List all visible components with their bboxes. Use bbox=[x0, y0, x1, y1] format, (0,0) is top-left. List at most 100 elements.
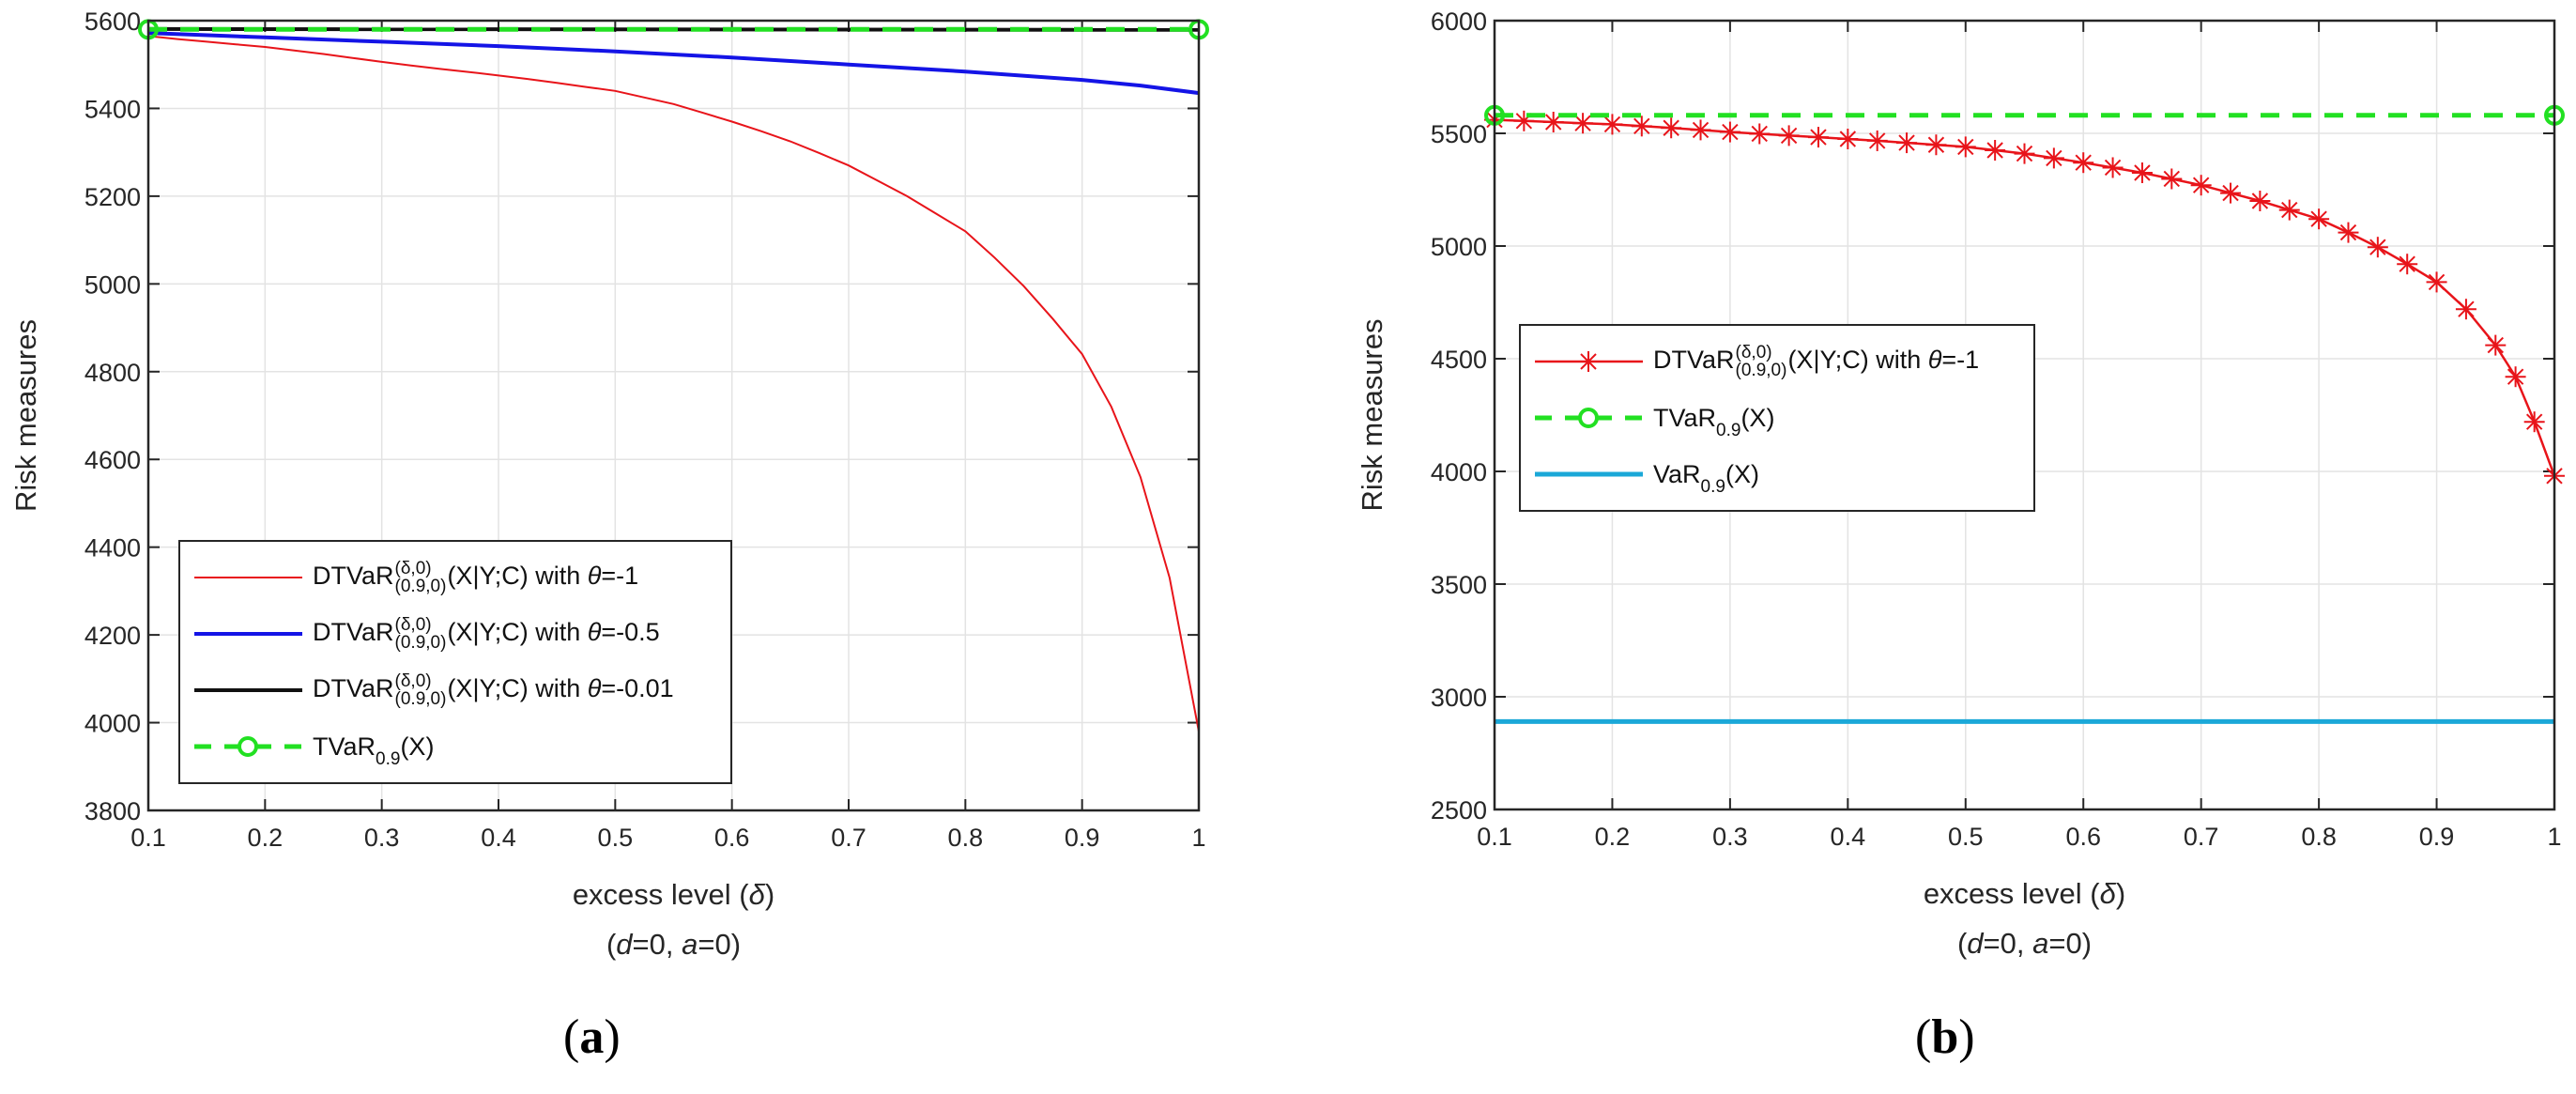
legend-swatch bbox=[194, 736, 302, 757]
asterisk-stroke bbox=[2525, 413, 2543, 430]
legend-label-value: =-1 bbox=[601, 562, 639, 591]
data-point-asterisk bbox=[2161, 168, 2183, 190]
data-point-asterisk bbox=[1925, 134, 1947, 156]
x-tick-label: 0.5 bbox=[598, 824, 634, 852]
legend-label-rest: (X) bbox=[1725, 459, 1759, 488]
legend-label-sup: (δ,0) bbox=[1735, 343, 1772, 362]
asterisk-stroke bbox=[1603, 116, 1621, 133]
legend-label-rest: (X|Y;C) with bbox=[1787, 346, 1928, 375]
data-point-asterisk bbox=[1955, 136, 1976, 158]
asterisk-stroke bbox=[1692, 121, 1710, 139]
x-tick-label: 0.1 bbox=[130, 824, 166, 852]
data-point-asterisk bbox=[1837, 129, 1859, 149]
asterisk-stroke bbox=[1927, 136, 1945, 153]
asterisk-stroke bbox=[1580, 353, 1597, 370]
legend-label-scripts: (δ,0) (0.9,0) bbox=[395, 672, 447, 708]
legend-swatch bbox=[194, 688, 302, 692]
legend-swatch bbox=[1535, 408, 1643, 428]
data-point-asterisk bbox=[2102, 157, 2124, 178]
subtitle-part: d bbox=[1967, 927, 1985, 960]
legend-label-sub: (0.9,0) bbox=[394, 577, 447, 596]
legend-label-sub: 0.9 bbox=[376, 748, 401, 769]
x-axis-label-part: excess level ( bbox=[1924, 877, 2100, 910]
x-axis-label-part: δ bbox=[2100, 877, 2117, 910]
data-point-asterisk bbox=[2455, 299, 2476, 320]
legend-item: DTVaR (δ,0) (0.9,0) (X|Y;C) with θ=-0.01 bbox=[190, 662, 721, 718]
panel-label-letter: a bbox=[579, 1010, 605, 1064]
data-point-asterisk bbox=[1602, 114, 1623, 135]
data-point-asterisk bbox=[1778, 125, 1800, 146]
series-line bbox=[147, 35, 1200, 732]
legend-label-main: DTVaR bbox=[313, 618, 394, 647]
legend-label-value: =-0.5 bbox=[601, 618, 660, 647]
legend-label-scripts: (δ,0) (0.9,0) bbox=[395, 560, 447, 595]
subtitle-part: ( bbox=[1957, 927, 1968, 960]
subtitle-part: =0) bbox=[2048, 927, 2092, 960]
asterisk-stroke bbox=[2016, 145, 2033, 162]
data-point-asterisk bbox=[2220, 182, 2242, 204]
asterisk-stroke bbox=[2339, 223, 2357, 241]
legend-label-rest: (X|Y;C) with bbox=[447, 562, 588, 591]
data-point-asterisk bbox=[2523, 411, 2545, 433]
asterisk-stroke bbox=[2075, 154, 2092, 171]
panel-label-letter: b bbox=[1931, 1010, 1959, 1064]
legend-swatch bbox=[1535, 471, 1643, 477]
y-tick-label: 5500 bbox=[1431, 120, 1487, 148]
legend-label-sub: (0.9,0) bbox=[1735, 361, 1787, 380]
y-tick-label: 4000 bbox=[1431, 458, 1487, 486]
x-axis-label: excess level (δ) bbox=[1924, 877, 2125, 910]
asterisk-stroke bbox=[1780, 127, 1798, 145]
y-tick-label: 4400 bbox=[84, 534, 141, 562]
subtitle-part: a bbox=[682, 928, 698, 961]
plot-panel-a: 0.1 0.2 0.3 0.4 0.5 0.6 0.7 0.8 0.9 1 3800 4000 4200… bbox=[9, 8, 1209, 961]
asterisk-stroke bbox=[2458, 300, 2475, 317]
y-tick-label: 3800 bbox=[84, 797, 141, 825]
legend-item: DTVaR (δ,0) (0.9,0) (X|Y;C) with θ=-0.5 bbox=[190, 606, 721, 662]
legend-item: VaR0.9(X) bbox=[1530, 446, 2024, 502]
y-axis-label: Risk measures bbox=[1356, 319, 1388, 512]
asterisk-stroke bbox=[1810, 129, 1827, 146]
y-tick-label: 5000 bbox=[84, 270, 141, 299]
x-tick-label: 0.8 bbox=[2301, 823, 2337, 851]
subtitle-part: ( bbox=[606, 928, 617, 961]
legend-label-scripts: (δ,0) (0.9,0) bbox=[395, 616, 447, 652]
x-tick-label: 0.8 bbox=[948, 824, 984, 852]
data-point-asterisk bbox=[2073, 152, 2094, 174]
data-point-asterisk bbox=[2190, 175, 2212, 196]
y-tick-label: 6000 bbox=[1431, 8, 1487, 36]
data-point-asterisk bbox=[2043, 147, 2064, 169]
x-tick-label: 0.5 bbox=[1948, 823, 1984, 851]
asterisk-stroke bbox=[2310, 210, 2327, 227]
data-point-asterisk bbox=[2249, 191, 2271, 211]
asterisk-stroke bbox=[1722, 123, 1739, 141]
axes-box bbox=[1493, 19, 2556, 811]
legend-label-sub: (0.9,0) bbox=[394, 633, 447, 653]
asterisk-stroke bbox=[2046, 149, 2062, 167]
asterisk-stroke bbox=[2369, 239, 2386, 255]
legend-label: TVaR0.9(X) bbox=[313, 732, 435, 769]
data-point-asterisk bbox=[2426, 271, 2447, 293]
y-tick-label: 4200 bbox=[84, 622, 141, 650]
y-tick-label: 3500 bbox=[1431, 571, 1487, 599]
asterisk-stroke bbox=[2163, 170, 2181, 188]
y-tick-label: 5400 bbox=[84, 95, 141, 123]
x-tick-label: 0.9 bbox=[1065, 824, 1100, 852]
legend-marker-circle bbox=[238, 736, 258, 757]
legend: DTVaR (δ,0) (0.9,0) (X|Y;C) with θ=-1 TVaR0.… bbox=[1519, 324, 2035, 512]
y-tick-label: 2500 bbox=[1431, 796, 1487, 824]
legend-item: DTVaR (δ,0) (0.9,0) (X|Y;C) with θ=-1 bbox=[1530, 333, 2024, 390]
asterisk-stroke bbox=[1839, 131, 1857, 147]
legend-label: DTVaR (δ,0) (0.9,0) (X|Y;C) with θ=-1 bbox=[313, 560, 638, 595]
legend-label-main: DTVaR bbox=[1653, 346, 1735, 375]
legend-label-theta: θ bbox=[587, 618, 602, 647]
legend-label-rest: (X) bbox=[400, 732, 435, 761]
asterisk-stroke bbox=[1957, 138, 1974, 156]
asterisk-stroke bbox=[2428, 273, 2446, 291]
data-point-asterisk bbox=[2367, 237, 2388, 258]
y-tick-label: 4600 bbox=[84, 446, 141, 474]
y-tick-label: 3000 bbox=[1431, 684, 1487, 712]
x-tick-label: 0.6 bbox=[714, 824, 750, 852]
x-axis-label-part: δ bbox=[749, 878, 766, 911]
legend-label-sub: 0.9 bbox=[1716, 420, 1741, 440]
y-tick-label: 4800 bbox=[84, 359, 141, 387]
